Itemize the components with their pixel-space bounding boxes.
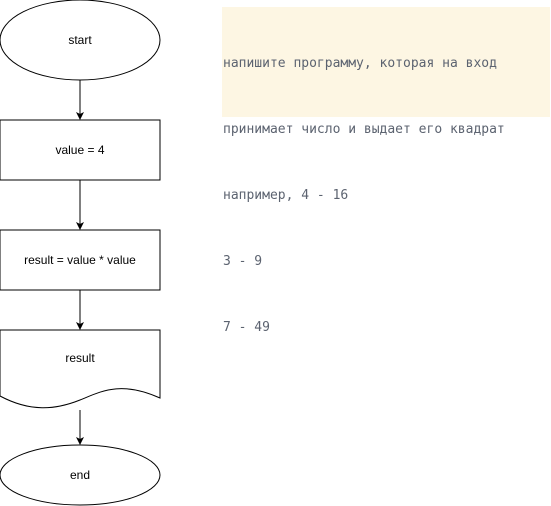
task-description-note: напишите программу, которая на вход прин…	[222, 7, 550, 335]
task-note-line: 3 - 9	[223, 254, 263, 269]
task-note-line: например, 4 - 16	[223, 188, 349, 203]
end-node[interactable]: end	[0, 444, 161, 506]
task-note-line: напишите программу, которая на вход	[223, 56, 497, 71]
start-node[interactable]: start	[0, 0, 161, 81]
task-note-line: принимает число и выдает его квадрат	[223, 122, 505, 137]
compute-process-label: result = value * value	[24, 253, 136, 267]
assign-process-node[interactable]: value = 4	[0, 119, 161, 181]
compute-process-node[interactable]: result = value * value	[0, 229, 161, 291]
start-node-label: start	[68, 33, 92, 47]
end-node-label: end	[70, 468, 90, 482]
task-note-line: 7 - 49	[223, 320, 270, 335]
assign-process-label: value = 4	[55, 143, 104, 157]
output-document-node[interactable]: result	[0, 329, 161, 409]
output-document-label: result	[65, 351, 95, 365]
